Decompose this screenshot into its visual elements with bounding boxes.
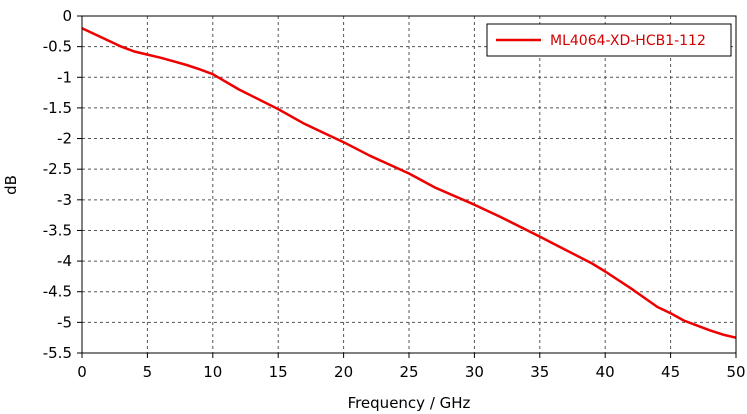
y-tick-label: -1.5 — [43, 99, 72, 117]
y-tick-label: -2 — [57, 130, 72, 148]
x-tick-label: 25 — [399, 363, 418, 381]
x-tick-label: 45 — [661, 363, 680, 381]
y-tick-label: -3 — [57, 191, 72, 209]
y-tick-label: -5 — [57, 313, 72, 331]
grid-lines — [82, 16, 736, 353]
series-line — [81, 27, 737, 339]
y-axis-ticks: 0 -0.5 -1 -1.5 -2 -2.5 -3 -3.5 -4 -4.5 -5 -5.5 — [43, 7, 82, 362]
y-tick-label: -3.5 — [43, 221, 72, 239]
y-tick-label: -4 — [57, 252, 72, 270]
x-tick-label: 40 — [596, 363, 615, 381]
y-tick-label: -2.5 — [43, 160, 72, 178]
x-tick-label: 0 — [77, 363, 87, 381]
y-tick-label: -4.5 — [43, 283, 72, 301]
x-axis-ticks: 0 5 10 15 20 25 30 35 40 45 50 — [77, 353, 746, 381]
y-tick-label: 0 — [62, 7, 72, 25]
y-tick-label: -1 — [57, 68, 72, 86]
x-tick-label: 50 — [726, 363, 745, 381]
x-tick-label: 15 — [269, 363, 288, 381]
x-tick-label: 20 — [334, 363, 353, 381]
y-tick-label: -0.5 — [43, 38, 72, 56]
x-axis-title: Frequency / GHz — [348, 394, 471, 412]
legend-box — [486, 23, 732, 57]
x-tick-label: 30 — [465, 363, 484, 381]
legend: ML4064-XD-HCB1-112 — [486, 23, 732, 57]
y-tick-label: -5.5 — [43, 344, 72, 362]
y-axis-title: dB — [2, 175, 20, 195]
legend-label: ML4064-XD-HCB1-112 — [550, 33, 706, 49]
x-tick-label: 35 — [530, 363, 549, 381]
x-tick-label: 10 — [203, 363, 222, 381]
x-tick-label: 5 — [143, 363, 153, 381]
plot-frame — [81, 15, 737, 354]
series-lines — [81, 27, 737, 339]
